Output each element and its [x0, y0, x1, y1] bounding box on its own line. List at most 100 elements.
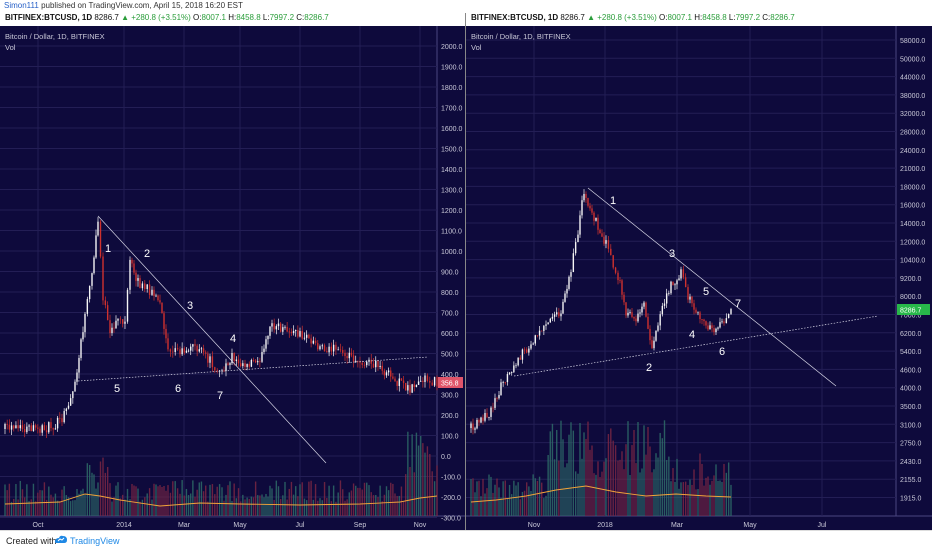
volume-bar — [56, 500, 59, 516]
candle-body — [500, 382, 502, 396]
volume-bar — [398, 495, 400, 516]
volume-bar — [310, 480, 312, 516]
chart-panel-right[interactable]: BITFINEX:BTCUSD, 1D 8286.7 ▲ +280.8 (+3.… — [466, 13, 932, 530]
volume-bar — [43, 482, 46, 516]
candle-body — [703, 319, 705, 322]
y-tick-label: 50000.0 — [900, 56, 925, 63]
candle-body — [659, 314, 661, 326]
pattern-label: 6 — [719, 346, 725, 358]
candle-body — [181, 348, 183, 355]
volume-bar — [265, 493, 267, 516]
candle-body — [490, 407, 492, 417]
chart-right-canvas[interactable]: 58000.050000.044000.038000.032000.028000… — [466, 26, 932, 530]
candle-body — [577, 234, 579, 243]
volume-bar — [605, 458, 607, 516]
candle-body — [239, 363, 242, 367]
candle-body — [670, 281, 672, 294]
candle-body — [286, 326, 288, 332]
volume-bar — [99, 461, 102, 516]
candle-body — [248, 364, 250, 367]
volume-bar — [176, 488, 179, 516]
candle-body — [415, 384, 418, 387]
candle-body — [643, 302, 645, 307]
candle-body — [317, 343, 319, 350]
candle-body — [348, 352, 350, 359]
candle-body — [301, 331, 303, 339]
volume-bar — [420, 435, 422, 516]
chart-panel-left[interactable]: BITFINEX:BTCUSD, 1D 8286.7 ▲ +280.8 (+3.… — [0, 13, 465, 530]
volume-bar — [23, 497, 26, 516]
candle-body — [625, 302, 627, 316]
volume-bar — [610, 428, 612, 516]
volume-bar — [69, 501, 72, 516]
author-link[interactable]: Simon111 — [4, 1, 39, 10]
candle-body — [589, 205, 591, 209]
volume-bar — [48, 486, 50, 516]
candle-body — [157, 295, 159, 301]
volume-bar — [472, 478, 474, 516]
chart-left-canvas[interactable]: 2000.01900.01800.01700.01600.01500.01400… — [0, 26, 465, 530]
candle-body — [56, 417, 59, 429]
candle-body — [595, 217, 597, 221]
volume-bar — [165, 490, 167, 516]
volume-bar — [159, 485, 161, 516]
candle-body — [290, 332, 293, 334]
volume-bar — [396, 495, 398, 516]
volume-bar — [78, 493, 80, 516]
volume-bar — [560, 420, 562, 516]
volume-bar — [612, 440, 614, 516]
candle-body — [321, 345, 323, 347]
close-value: 8286.7 — [770, 13, 795, 22]
pattern-label: 3 — [187, 300, 193, 312]
volume-bar — [385, 486, 388, 516]
volume-bar — [109, 483, 111, 516]
volume-bar — [185, 488, 188, 516]
candle-body — [515, 365, 517, 367]
volume-bar — [674, 481, 676, 516]
candle-body — [172, 351, 174, 353]
candle-body — [28, 425, 30, 427]
volume-bar — [519, 499, 521, 516]
y-tick-label: 700.0 — [441, 311, 459, 318]
candle-body — [407, 385, 409, 391]
volume-bar — [131, 483, 133, 516]
candle-body — [472, 423, 474, 430]
volume-bar — [587, 421, 589, 516]
volume-bar — [500, 497, 502, 516]
volume-bar — [342, 489, 344, 516]
volume-bar — [271, 488, 273, 516]
tradingview-logo-icon[interactable] — [54, 534, 68, 546]
candle-body — [246, 364, 248, 367]
volume-bar — [492, 492, 494, 516]
candle-body — [417, 381, 420, 385]
candle-body — [562, 301, 564, 314]
high-label: H: — [694, 13, 703, 22]
y-tick-label: 4000.0 — [900, 386, 922, 393]
volume-bar — [574, 471, 577, 516]
candle-body — [144, 283, 146, 290]
pattern-label: 2 — [144, 248, 150, 260]
volume-bar — [623, 469, 625, 516]
volume-bar — [619, 459, 621, 516]
volume-bar — [275, 480, 278, 516]
candle-body — [185, 350, 188, 353]
volume-bar — [595, 474, 597, 516]
volume-bar — [237, 488, 240, 516]
volume-bar — [730, 484, 732, 516]
candle-body — [390, 370, 392, 377]
volume-bar — [709, 484, 711, 516]
candle-body — [179, 349, 181, 355]
volume-bar — [383, 494, 386, 516]
candle-body — [82, 332, 84, 340]
tradingview-brand[interactable]: TradingView — [70, 536, 120, 546]
volume-bar — [661, 438, 664, 516]
candle-body — [655, 330, 657, 341]
volume-bar — [352, 483, 355, 516]
candle-body — [113, 327, 115, 329]
candle-body — [237, 359, 240, 364]
volume-bar — [653, 469, 655, 516]
candle-body — [17, 425, 19, 429]
volume-bar — [102, 457, 104, 516]
candle-body — [663, 303, 666, 306]
volume-bar — [95, 488, 97, 516]
